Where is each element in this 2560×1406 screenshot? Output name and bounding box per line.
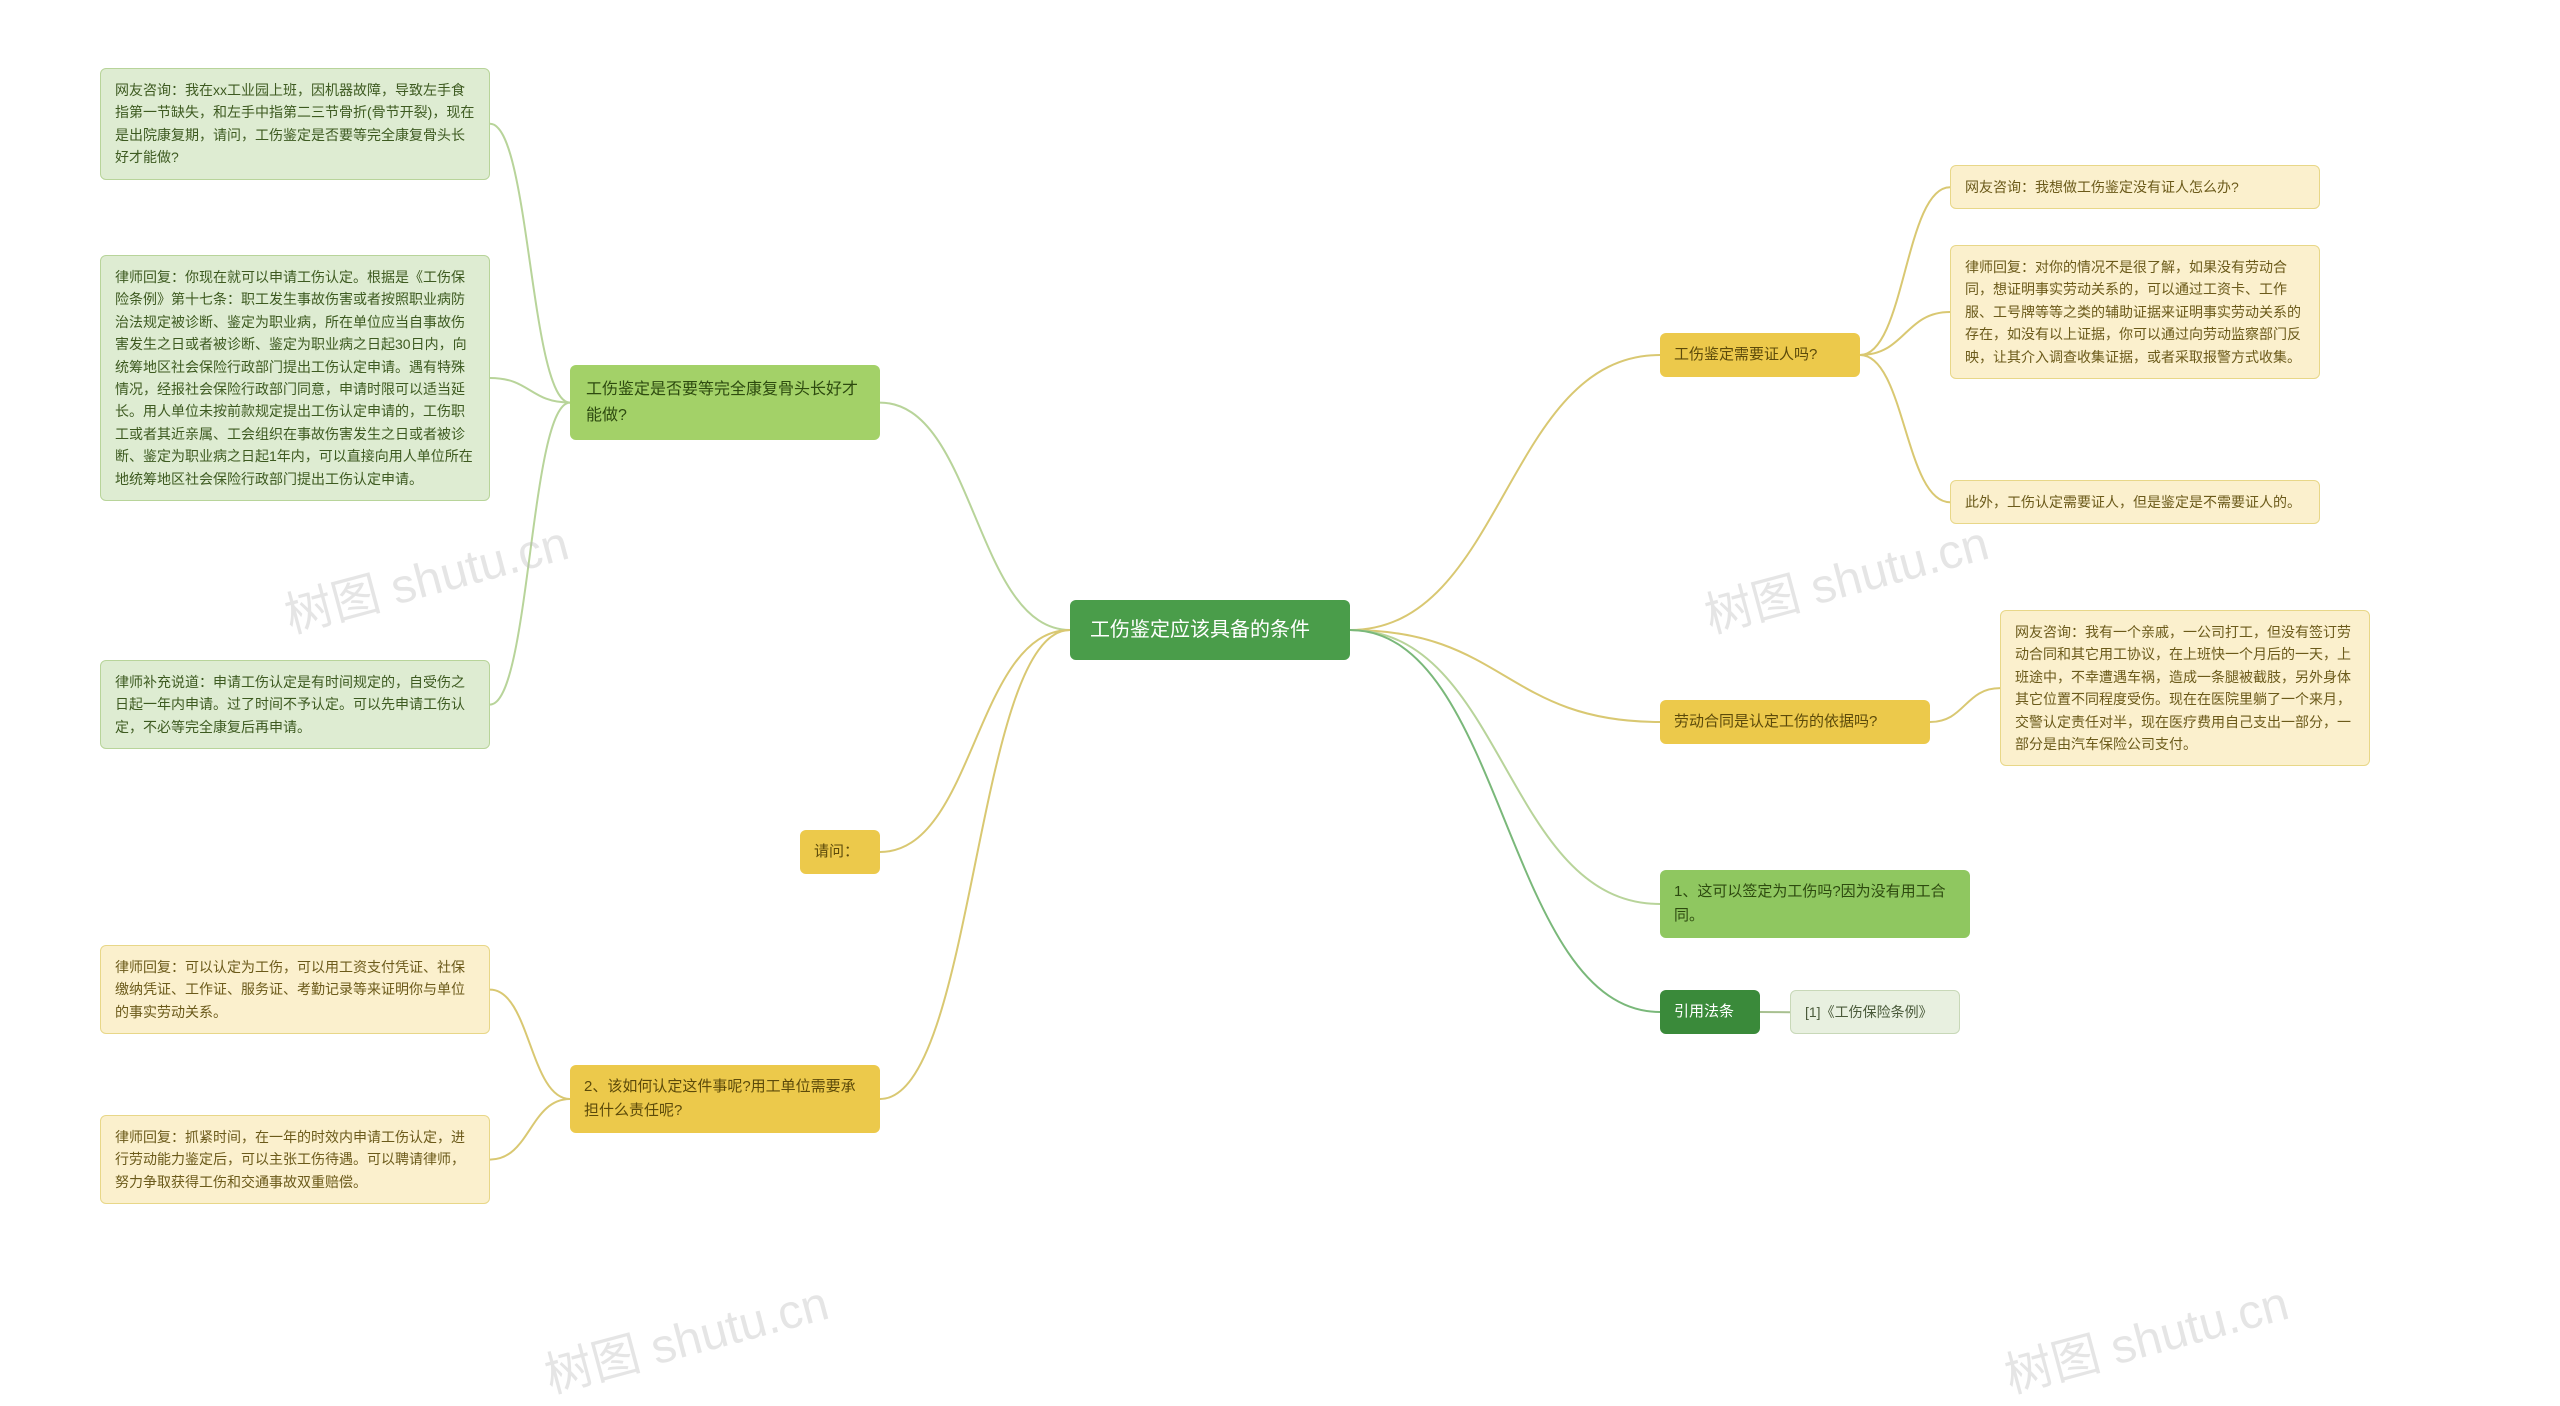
- node-L2[interactable]: 请问：: [800, 830, 880, 874]
- node-R1a[interactable]: 网友咨询：我想做工伤鉴定没有证人怎么办?: [1950, 165, 2320, 209]
- node-L3[interactable]: 2、该如何认定这件事呢?用工单位需要承担什么责任呢?: [570, 1065, 880, 1133]
- node-text: 引用法条: [1674, 1003, 1734, 1020]
- node-text: 工伤鉴定是否要等完全康复骨头长好才能做?: [586, 381, 858, 424]
- node-R2[interactable]: 劳动合同是认定工伤的依据吗?: [1660, 700, 1930, 744]
- node-text: 1、这可以签定为工伤吗?因为没有用工合同。: [1674, 883, 1946, 924]
- node-text: 网友咨询：我有一个亲戚，一公司打工，但没有签订劳动合同和其它用工协议，在上班快一…: [2015, 624, 2351, 752]
- connector: [880, 403, 1070, 630]
- connector: [1930, 688, 2000, 722]
- connector: [1350, 630, 1660, 904]
- node-text: 工伤鉴定应该具备的条件: [1090, 619, 1310, 641]
- watermark: 树图 shutu.cn: [1996, 1264, 2295, 1406]
- connector: [1860, 187, 1950, 355]
- node-text: 网友咨询：我在xx工业园上班，因机器故障，导致左手食指第一节缺失，和左手中指第二…: [115, 82, 474, 165]
- node-text: 律师回复：你现在就可以申请工伤认定。根据是《工伤保险条例》第十七条：职工发生事故…: [115, 269, 473, 487]
- connector: [1350, 630, 1660, 1012]
- node-R4a[interactable]: [1]《工伤保险条例》: [1790, 990, 1960, 1034]
- connector: [490, 403, 570, 705]
- node-R1c[interactable]: 此外，工伤认定需要证人，但是鉴定是不需要证人的。: [1950, 480, 2320, 524]
- connector: [490, 990, 570, 1099]
- connector: [490, 124, 570, 403]
- node-R4[interactable]: 引用法条: [1660, 990, 1760, 1034]
- connector: [880, 630, 1070, 852]
- connector: [490, 378, 570, 403]
- node-text: 律师补充说道：申请工伤认定是有时间规定的，自受伤之日起一年内申请。过了时间不予认…: [115, 674, 465, 735]
- node-text: 律师回复：抓紧时间，在一年的时效内申请工伤认定，进行劳动能力鉴定后，可以主张工伤…: [115, 1129, 465, 1190]
- node-L1[interactable]: 工伤鉴定是否要等完全康复骨头长好才能做?: [570, 365, 880, 440]
- node-L1b[interactable]: 律师回复：你现在就可以申请工伤认定。根据是《工伤保险条例》第十七条：职工发生事故…: [100, 255, 490, 501]
- node-text: [1]《工伤保险条例》: [1805, 1004, 1933, 1020]
- node-text: 请问：: [814, 843, 859, 860]
- node-text: 2、该如何认定这件事呢?用工单位需要承担什么责任呢?: [584, 1078, 856, 1119]
- node-L1c[interactable]: 律师补充说道：申请工伤认定是有时间规定的，自受伤之日起一年内申请。过了时间不予认…: [100, 660, 490, 749]
- node-text: 律师回复：可以认定为工伤，可以用工资支付凭证、社保缴纳凭证、工作证、服务证、考勤…: [115, 959, 465, 1020]
- node-root[interactable]: 工伤鉴定应该具备的条件: [1070, 600, 1350, 660]
- node-L3a[interactable]: 律师回复：可以认定为工伤，可以用工资支付凭证、社保缴纳凭证、工作证、服务证、考勤…: [100, 945, 490, 1034]
- node-text: 律师回复：对你的情况不是很了解，如果没有劳动合同，想证明事实劳动关系的，可以通过…: [1965, 259, 2301, 365]
- node-text: 网友咨询：我想做工伤鉴定没有证人怎么办?: [1965, 179, 2239, 195]
- node-R1[interactable]: 工伤鉴定需要证人吗?: [1660, 333, 1860, 377]
- node-text: 此外，工伤认定需要证人，但是鉴定是不需要证人的。: [1965, 494, 2301, 510]
- node-R2a[interactable]: 网友咨询：我有一个亲戚，一公司打工，但没有签订劳动合同和其它用工协议，在上班快一…: [2000, 610, 2370, 766]
- connector: [490, 1099, 570, 1160]
- watermark: 树图 shutu.cn: [276, 504, 575, 647]
- node-R3[interactable]: 1、这可以签定为工伤吗?因为没有用工合同。: [1660, 870, 1970, 938]
- connector: [1350, 630, 1660, 722]
- connector: [1860, 312, 1950, 355]
- connector: [880, 630, 1070, 1099]
- node-text: 工伤鉴定需要证人吗?: [1674, 346, 1817, 363]
- connector: [1860, 355, 1950, 502]
- watermark: 树图 shutu.cn: [1696, 504, 1995, 647]
- node-L3b[interactable]: 律师回复：抓紧时间，在一年的时效内申请工伤认定，进行劳动能力鉴定后，可以主张工伤…: [100, 1115, 490, 1204]
- node-L1a[interactable]: 网友咨询：我在xx工业园上班，因机器故障，导致左手食指第一节缺失，和左手中指第二…: [100, 68, 490, 180]
- node-R1b[interactable]: 律师回复：对你的情况不是很了解，如果没有劳动合同，想证明事实劳动关系的，可以通过…: [1950, 245, 2320, 379]
- connector: [1350, 355, 1660, 630]
- watermark: 树图 shutu.cn: [536, 1264, 835, 1406]
- node-text: 劳动合同是认定工伤的依据吗?: [1674, 713, 1877, 730]
